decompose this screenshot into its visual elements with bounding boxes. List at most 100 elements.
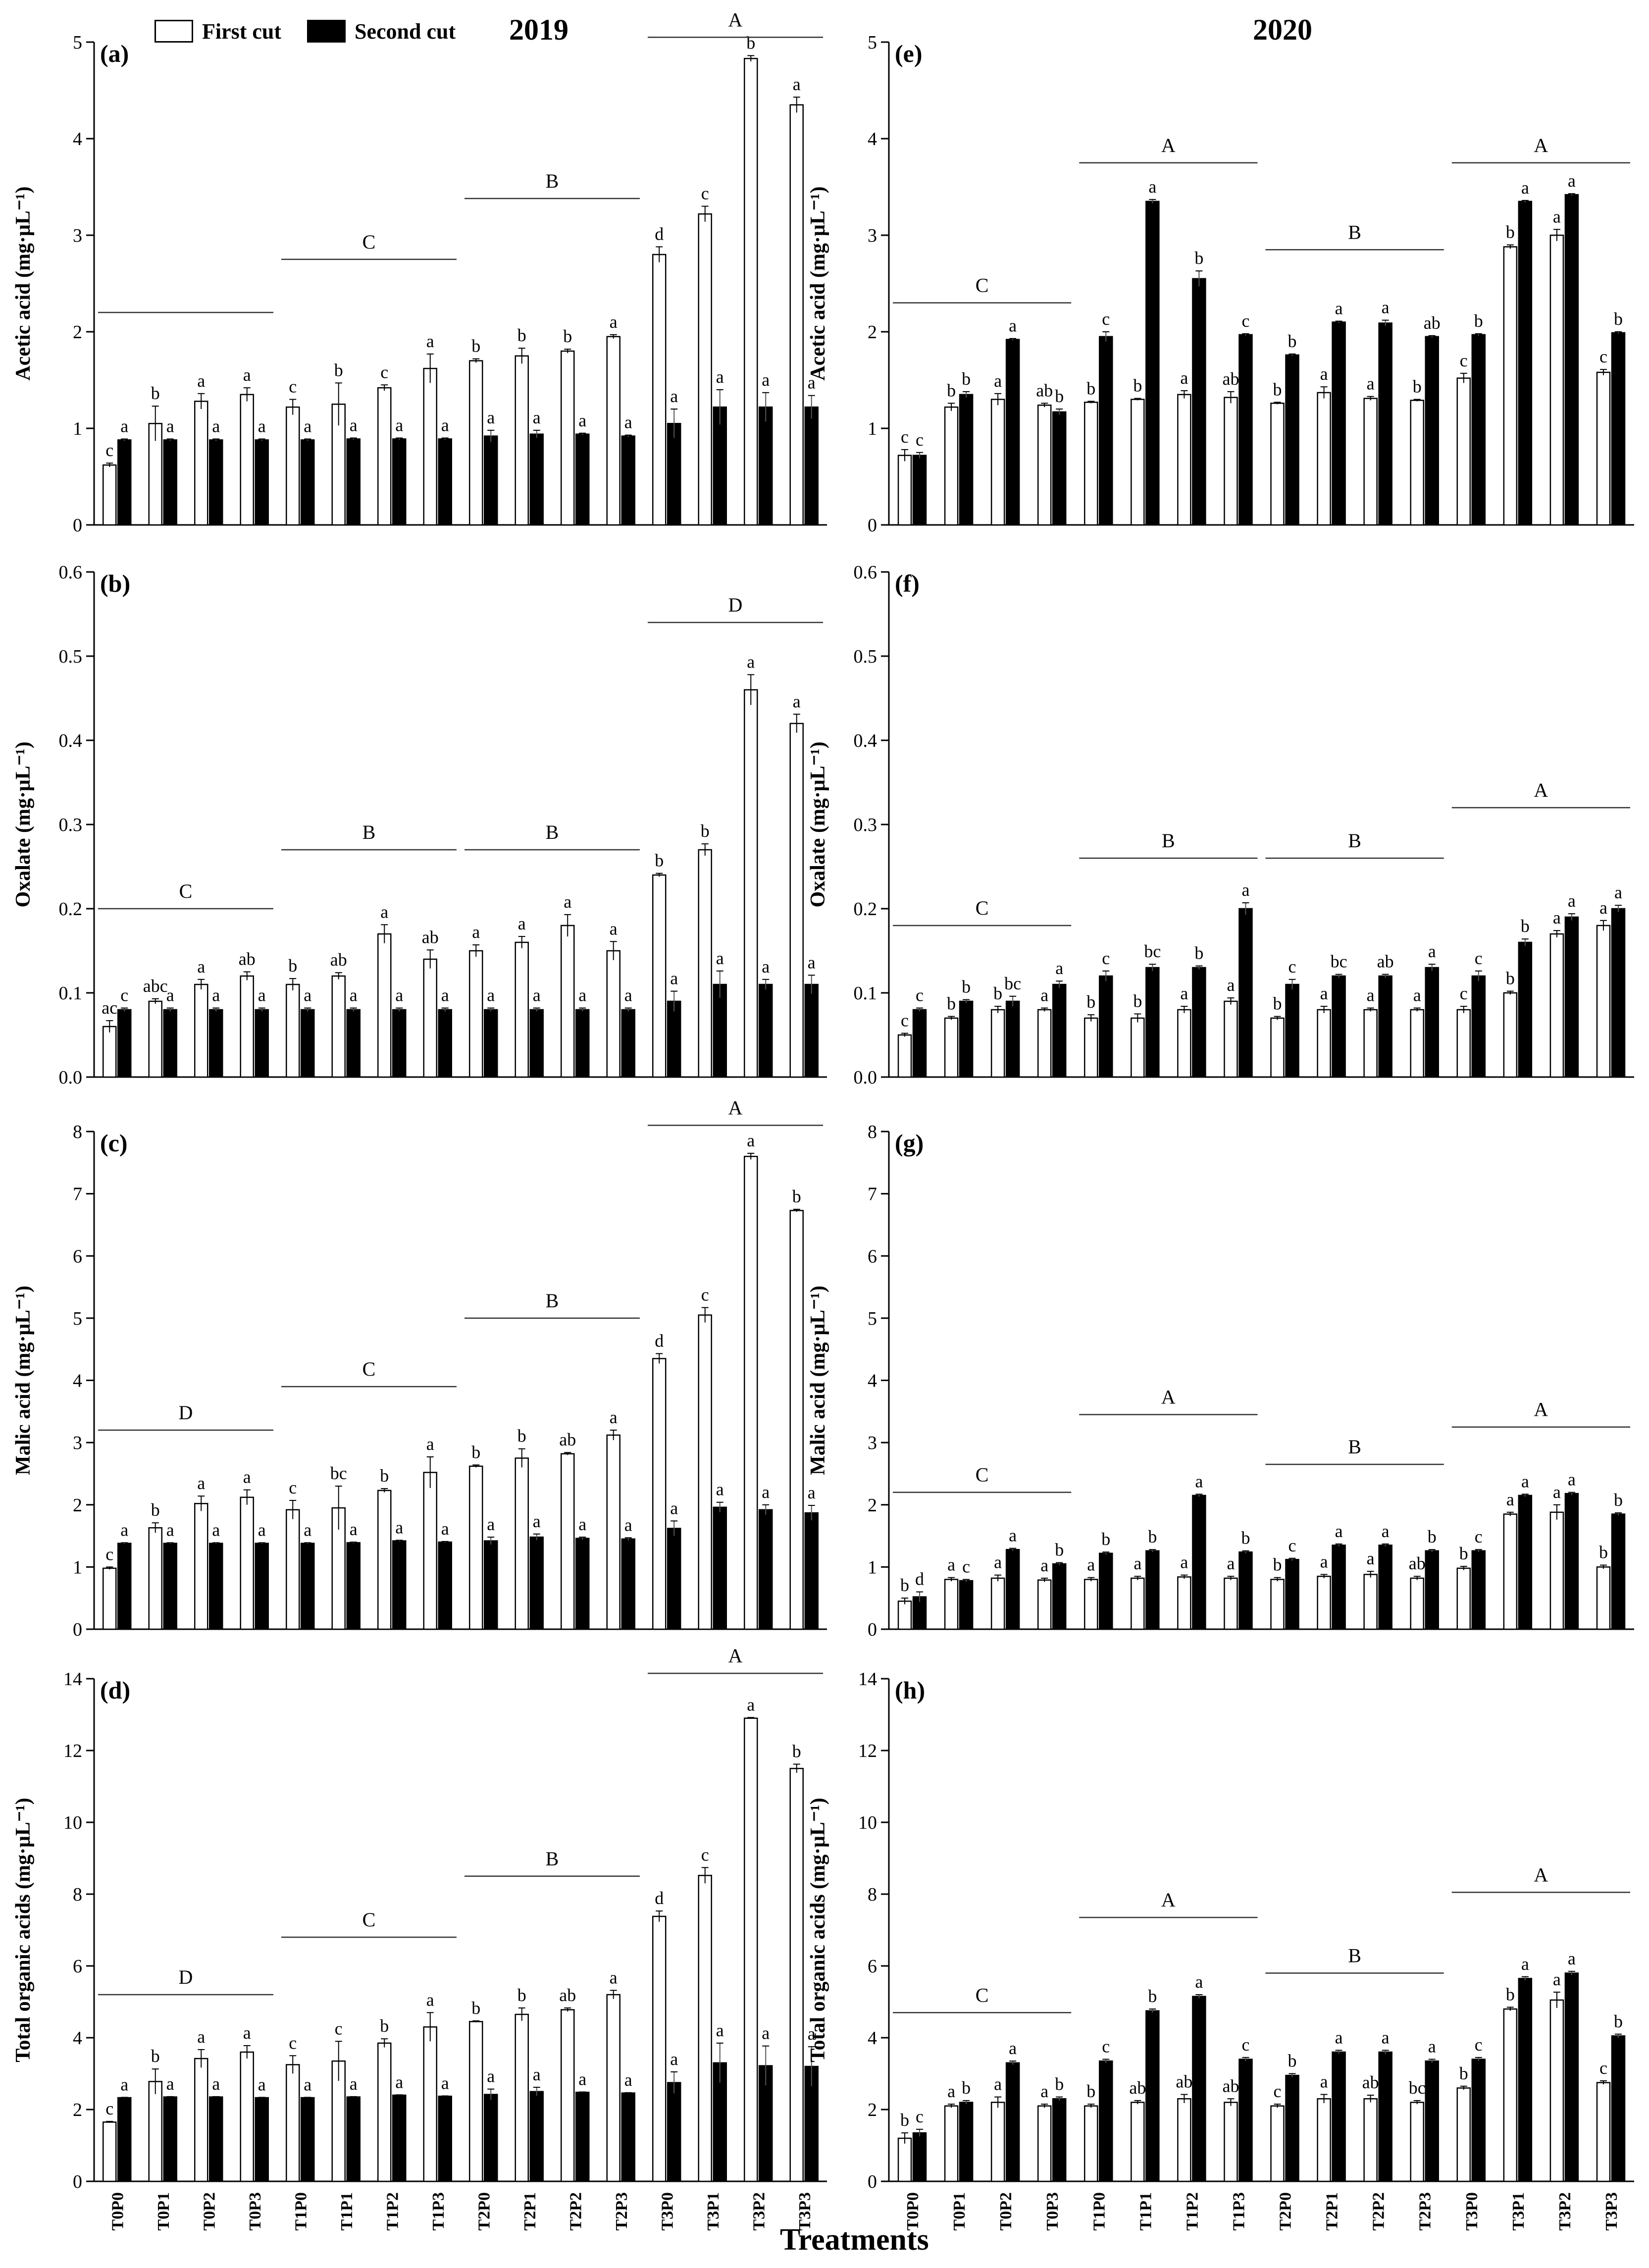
bar	[117, 1543, 132, 1630]
y-tick-label: 1	[868, 1557, 877, 1578]
bar	[148, 1527, 162, 1630]
bar	[377, 933, 392, 1078]
significance-letter: a	[243, 2023, 251, 2043]
bar	[301, 2097, 315, 2182]
significance-letter: a	[212, 985, 220, 1005]
panel-label: (g)	[895, 1129, 924, 1157]
bar	[990, 1009, 1005, 1078]
bar	[1224, 397, 1238, 526]
bar	[575, 433, 590, 526]
y-tick-label: 10	[63, 1812, 82, 1833]
group-letter: B	[362, 821, 376, 843]
bar	[255, 1009, 269, 1078]
bar	[912, 455, 927, 526]
bar	[1285, 1559, 1299, 1630]
significance-letter: ab	[1129, 2078, 1146, 2098]
x-tick-label: T2P0	[1277, 2192, 1295, 2230]
significance-letter: a	[533, 985, 541, 1005]
bar	[621, 1009, 635, 1078]
group-letter: B	[546, 170, 559, 192]
bar	[1611, 2035, 1626, 2182]
significance-letter: a	[350, 2074, 358, 2094]
significance-letter: c	[1102, 309, 1110, 329]
significance-letter: c	[901, 1011, 909, 1031]
bar	[1099, 336, 1113, 526]
bar	[301, 1543, 315, 1630]
bar	[286, 406, 300, 526]
significance-letter: b	[900, 1575, 909, 1595]
bar	[469, 950, 483, 1078]
bar	[117, 439, 132, 526]
significance-letter: a	[1180, 1552, 1188, 1572]
y-tick-label: 3	[73, 1433, 82, 1453]
y-tick-label: 7	[73, 1184, 82, 1205]
year-label-2020: 2020	[1253, 13, 1312, 46]
bar	[959, 394, 974, 526]
panel-h: 0 2 4 6 8 10 12 14 Total organic acids (mg·μL⁻¹)…	[807, 1669, 1634, 2230]
significance-letter: a	[166, 2074, 174, 2094]
bar	[897, 2137, 912, 2182]
bar	[484, 1009, 498, 1078]
significance-letter: a	[441, 1519, 449, 1539]
bar	[1224, 2102, 1238, 2182]
bar	[1317, 1009, 1331, 1078]
group-letter: C	[179, 880, 193, 902]
significance-letter: b	[947, 994, 956, 1014]
significance-letter: a	[610, 1407, 618, 1427]
significance-letter: a	[212, 1520, 220, 1540]
bar	[515, 355, 529, 526]
bar	[1363, 1009, 1378, 1078]
significance-letter: a	[793, 74, 801, 94]
x-tick-label: T2P0	[475, 2192, 493, 2230]
group-letter: A	[728, 1096, 743, 1119]
bar	[392, 1540, 407, 1630]
significance-letter: a	[808, 952, 816, 972]
significance-letter: b	[288, 956, 297, 976]
bar	[209, 1009, 223, 1078]
y-tick-label: 3	[868, 1433, 877, 1453]
significance-letter: b	[1133, 991, 1142, 1011]
significance-letter: a	[1040, 1555, 1048, 1575]
group-letter: B	[1348, 1436, 1361, 1458]
significance-letter: bc	[1144, 941, 1161, 961]
bar	[698, 213, 712, 526]
legend-second-cut-label: Second cut	[355, 19, 456, 44]
significance-letter: a	[1553, 908, 1561, 928]
y-tick-label: 0.4	[854, 730, 877, 751]
bar	[1564, 194, 1579, 526]
x-tick-label: T2P2	[567, 2192, 585, 2230]
significance-letter: b	[1241, 1528, 1250, 1548]
bar	[744, 1156, 758, 1630]
bar	[759, 983, 773, 1078]
bar	[163, 439, 177, 526]
significance-letter: a	[1320, 1551, 1328, 1571]
significance-letter: a	[762, 1482, 770, 1502]
bar	[621, 1538, 635, 1630]
significance-letter: a	[994, 2074, 1002, 2094]
bar	[1285, 983, 1299, 1078]
y-tick-label: 0.0	[59, 1067, 83, 1088]
bar	[759, 406, 773, 526]
significance-letter: bc	[1004, 974, 1021, 993]
bar	[286, 983, 300, 1078]
bar	[1471, 1550, 1486, 1630]
bar	[1285, 354, 1299, 526]
x-tick-label: T2P3	[1416, 2192, 1435, 2230]
significance-letter: a	[994, 1552, 1002, 1572]
significance-letter: a	[1134, 1553, 1141, 1573]
bar	[392, 438, 407, 526]
bar	[1425, 2060, 1439, 2182]
group-letter: C	[362, 1908, 376, 1931]
significance-letter: b	[471, 1998, 480, 2018]
bar	[1052, 411, 1067, 526]
bar	[759, 1509, 773, 1630]
significance-letter: a	[716, 2020, 724, 2040]
bar	[789, 1210, 804, 1630]
bar	[667, 1528, 681, 1630]
bar	[209, 2096, 223, 2182]
significance-letter: ab	[239, 949, 256, 969]
significance-letter: a	[1382, 2027, 1390, 2047]
x-tick-label: T0P3	[1043, 2192, 1062, 2230]
bar	[606, 950, 620, 1078]
bar	[912, 1596, 927, 1630]
